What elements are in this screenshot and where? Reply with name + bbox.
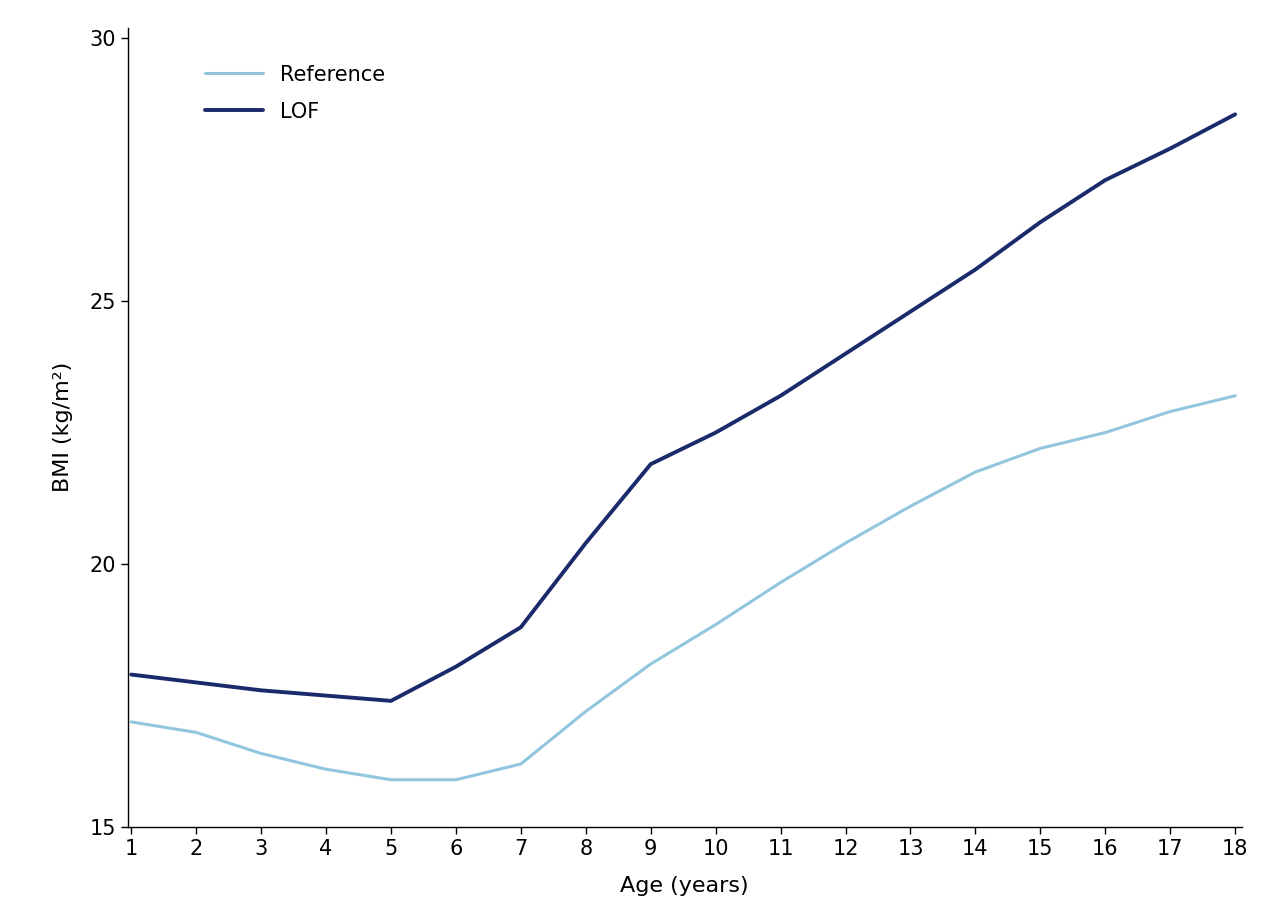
Reference xyxy=(773,577,788,588)
Reference xyxy=(708,619,723,630)
LOF xyxy=(188,677,204,688)
Reference xyxy=(513,758,529,769)
Reference xyxy=(253,748,269,759)
LOF xyxy=(448,661,463,672)
Reference xyxy=(1097,427,1112,438)
LOF xyxy=(513,622,529,633)
Reference xyxy=(1162,406,1178,417)
LOF xyxy=(968,264,983,275)
LOF xyxy=(1033,217,1048,228)
LOF xyxy=(902,306,918,317)
Reference xyxy=(902,501,918,512)
Reference xyxy=(383,774,398,785)
Y-axis label: BMI (kg/m²): BMI (kg/m²) xyxy=(52,362,73,493)
LOF xyxy=(838,348,854,359)
LOF xyxy=(1162,143,1178,154)
LOF xyxy=(579,538,594,549)
Reference xyxy=(579,706,594,717)
Line: Reference: Reference xyxy=(132,396,1235,779)
LOF xyxy=(124,669,140,680)
Reference xyxy=(319,764,334,775)
Legend: Reference, LOF: Reference, LOF xyxy=(195,54,396,132)
LOF xyxy=(708,427,723,438)
Reference xyxy=(1033,443,1048,454)
Reference xyxy=(1228,391,1243,402)
Line: LOF: LOF xyxy=(132,114,1235,701)
LOF xyxy=(253,685,269,696)
Reference xyxy=(838,538,854,549)
Reference xyxy=(448,774,463,785)
LOF xyxy=(773,391,788,402)
Reference xyxy=(968,467,983,478)
LOF xyxy=(1228,108,1243,119)
Reference xyxy=(643,659,658,670)
LOF xyxy=(1097,175,1112,186)
LOF xyxy=(319,690,334,701)
X-axis label: Age (years): Age (years) xyxy=(621,876,749,896)
LOF xyxy=(383,696,398,707)
LOF xyxy=(643,459,658,470)
Reference xyxy=(188,727,204,738)
Reference xyxy=(124,717,140,728)
